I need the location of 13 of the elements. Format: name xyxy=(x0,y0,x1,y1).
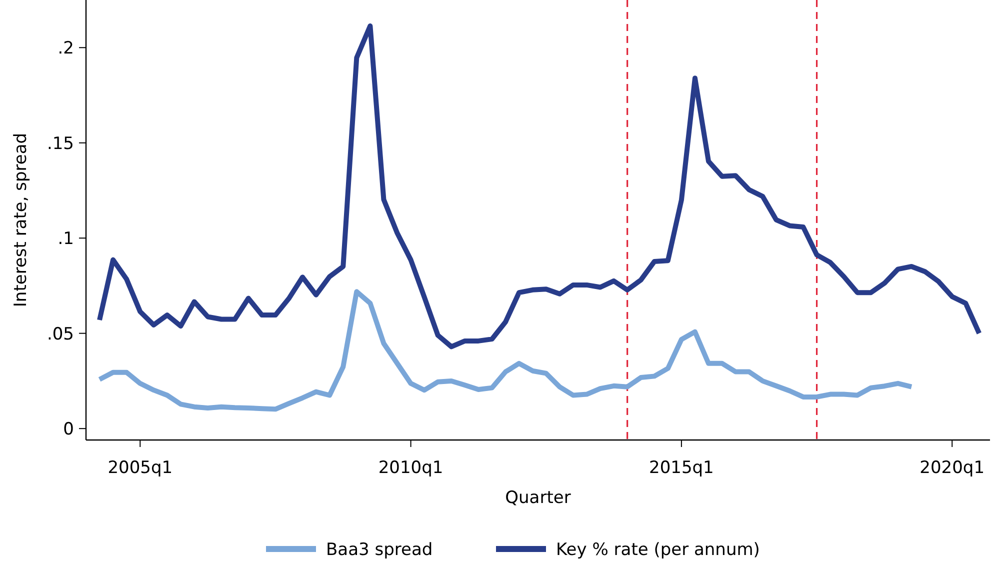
y-tick-label: .1 xyxy=(58,229,74,250)
y-axis-title: Interest rate, spread xyxy=(11,132,31,308)
x-tick-label: 2015q1 xyxy=(649,458,714,478)
x-tick-label: 2020q1 xyxy=(920,458,985,478)
x-tick-label: 2010q1 xyxy=(378,458,444,478)
x-tick-label: 2005q1 xyxy=(108,458,173,478)
y-tick-label: .05 xyxy=(46,324,74,344)
x-axis-title: Quarter xyxy=(505,488,571,508)
y-tick-label: 0 xyxy=(63,420,74,440)
y-tick-label: .15 xyxy=(46,134,74,154)
legend-label: Key % rate (per annum) xyxy=(556,540,760,560)
y-tick-label: .2 xyxy=(58,38,74,59)
legend-label: Baa3 spread xyxy=(326,540,433,560)
